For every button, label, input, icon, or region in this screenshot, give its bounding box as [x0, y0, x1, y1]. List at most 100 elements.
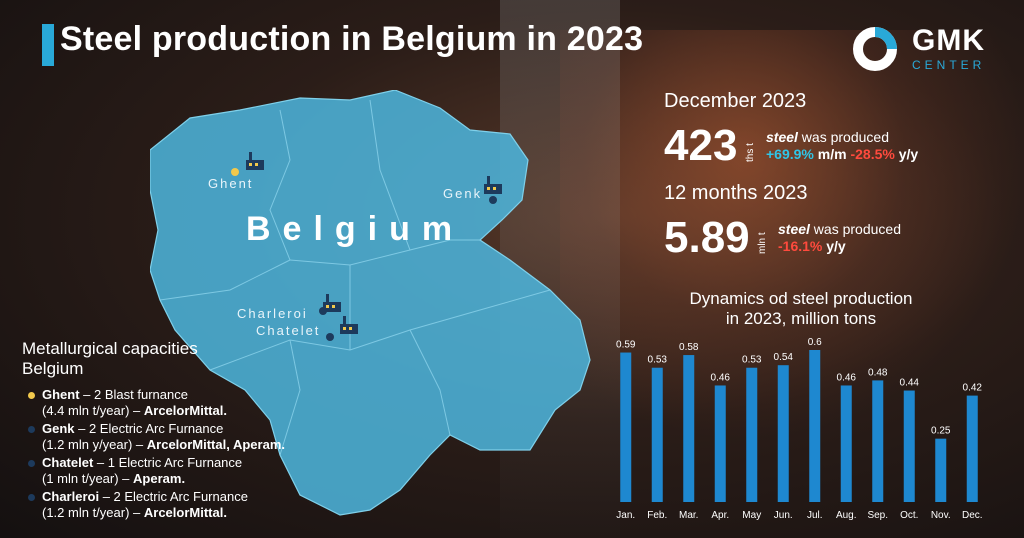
bar-Dec.: [966, 395, 978, 502]
bar-Mar.: [683, 355, 695, 502]
x-tick-label: Mar.: [679, 510, 698, 521]
chatelet-factory-icon: [340, 316, 358, 334]
bar-value-label: 0.53: [648, 355, 668, 366]
bar-value-label: 0.46: [711, 372, 731, 383]
year-heading: 12 months 2023: [664, 182, 808, 204]
capacity-name: Charleroi: [42, 489, 100, 504]
bar-value-label: 0.58: [679, 342, 699, 353]
capacity-owner: ArcelorMittal.: [143, 403, 227, 418]
december-heading: December 2023: [664, 90, 807, 112]
genk-factory-icon: [484, 176, 502, 194]
ghent-factory-icon: [246, 152, 264, 170]
capacity-volume: (1.2 mln t/year) –: [42, 505, 144, 520]
capacity-item-genk: Genk – 2 Electric Arc Furnance (1.2 mln y…: [42, 421, 285, 453]
country-label: Belgium: [246, 210, 465, 248]
capacity-dot-genk: [28, 426, 35, 433]
capacity-name: Chatelet: [42, 455, 94, 470]
x-tick-label: Nov.: [931, 510, 951, 521]
bar-value-label: 0.53: [742, 355, 762, 366]
december-unit: ths t: [745, 143, 756, 162]
capacity-item-charleroi: Charleroi – 2 Electric Arc Furnance (1.2 …: [42, 489, 248, 521]
bar-Jun.: [777, 365, 789, 502]
x-tick-label: Jul.: [807, 510, 823, 521]
bar-Oct.: [903, 390, 915, 502]
logo-subtext: CENTER: [912, 58, 986, 72]
x-tick-label: Oct.: [900, 510, 918, 521]
year-value: 5.89: [664, 213, 750, 262]
capacity-volume: (1 mln t/year) –: [42, 471, 134, 486]
year-yy-value: -16.1%: [778, 238, 823, 254]
bar-value-label: 0.54: [774, 352, 794, 363]
bar-Jan.: [620, 352, 632, 502]
x-tick-label: Jan.: [616, 510, 635, 521]
year-unit: mln t: [757, 232, 768, 254]
city-label-chatelet: Chatelet: [256, 323, 321, 338]
year-produced-rest: was produced: [809, 221, 901, 237]
bar-value-label: 0.59: [616, 340, 636, 351]
capacities-title: Metallurgical capacities Belgium: [22, 339, 198, 379]
capacities-title-line2: Belgium: [22, 359, 84, 378]
x-tick-label: Aug.: [836, 510, 857, 521]
x-tick-label: Apr.: [711, 510, 729, 521]
december-mm-value: +69.9%: [766, 146, 814, 162]
x-tick-label: Sep.: [867, 510, 888, 521]
december-mm-label: m/m: [813, 146, 851, 162]
december-yy-label: y/y: [894, 146, 919, 162]
capacity-volume: (1.2 mln y/year) –: [42, 437, 147, 452]
bar-value-label: 0.48: [868, 367, 888, 378]
capacity-description: – 2 Electric Arc Furnance: [74, 421, 224, 436]
december-produced-text: steel was produced: [766, 129, 889, 145]
bar-value-label: 0.6: [808, 337, 822, 348]
year-yy-label: y/y: [822, 238, 846, 254]
chart-title: Dynamics od steel production in 2023, mi…: [646, 289, 956, 329]
bar-value-label: 0.46: [837, 372, 857, 383]
chatelet-marker: [326, 333, 334, 341]
city-label-ghent: Ghent: [208, 176, 254, 191]
x-tick-label: Dec.: [962, 510, 983, 521]
gmk-logo: GMK CENTER: [850, 24, 1010, 74]
bar-Apr.: [714, 385, 726, 502]
capacity-dot-ghent: [28, 392, 35, 399]
ghent-marker: [231, 168, 239, 176]
bar-Sep.: [872, 380, 884, 502]
capacity-name: Genk: [42, 421, 75, 436]
december-yy-value: -28.5%: [850, 146, 895, 162]
capacity-owner: ArcelorMittal.: [143, 505, 227, 520]
capacities-title-line1: Metallurgical capacities: [22, 339, 198, 358]
x-tick-label: Feb.: [647, 510, 667, 521]
x-tick-label: May: [742, 510, 761, 521]
bar-May: [746, 367, 758, 502]
capacity-dot-charleroi: [28, 494, 35, 501]
bar-Feb.: [651, 367, 663, 502]
bar-Aug.: [840, 385, 852, 502]
belgium-map: [150, 90, 591, 516]
title-accent-bar: [42, 24, 54, 66]
capacity-dot-chatelet: [28, 460, 35, 467]
capacity-description: – 1 Electric Arc Furnance: [93, 455, 243, 470]
capacity-name: Ghent: [42, 387, 80, 402]
genk-marker: [489, 196, 497, 204]
bar-value-label: 0.42: [963, 383, 983, 394]
capacity-item-ghent: Ghent – 2 Blast furnance (4.4 mln t/year)…: [42, 387, 227, 419]
bar-Jul.: [809, 350, 821, 502]
capacity-owner: ArcelorMittal, Aperam.: [146, 437, 285, 452]
city-label-charleroi: Charleroi: [237, 306, 308, 321]
capacity-description: – 2 Electric Arc Furnance: [99, 489, 248, 504]
x-tick-label: Jun.: [774, 510, 793, 521]
capacity-description: – 2 Blast furnance: [79, 387, 188, 402]
year-produced-text: steel was produced: [778, 221, 901, 237]
chart-title-line2: in 2023, million tons: [725, 309, 877, 328]
page-title: Steel production in Belgium in 2023: [60, 20, 644, 58]
december-produced-rest: was produced: [797, 129, 889, 145]
capacity-item-chatelet: Chatelet – 1 Electric Arc Furnance (1 mln…: [42, 455, 242, 487]
production-bar-chart: 0.59 Jan. 0.53 Feb. 0.58 Mar. 0.46 Apr. 0.53 May 0…: [616, 337, 983, 521]
december-change: +69.9% m/m -28.5% y/y: [766, 146, 918, 162]
december-produced-em: steel: [766, 129, 798, 145]
year-produced-em: steel: [778, 221, 810, 237]
december-value: 423: [664, 121, 738, 170]
capacity-owner: Aperam.: [133, 471, 186, 486]
logo-ring-icon: [853, 27, 897, 71]
province-borders: [159, 99, 551, 456]
bar-value-label: 0.44: [900, 378, 920, 389]
year-change: -16.1% y/y: [778, 238, 846, 254]
